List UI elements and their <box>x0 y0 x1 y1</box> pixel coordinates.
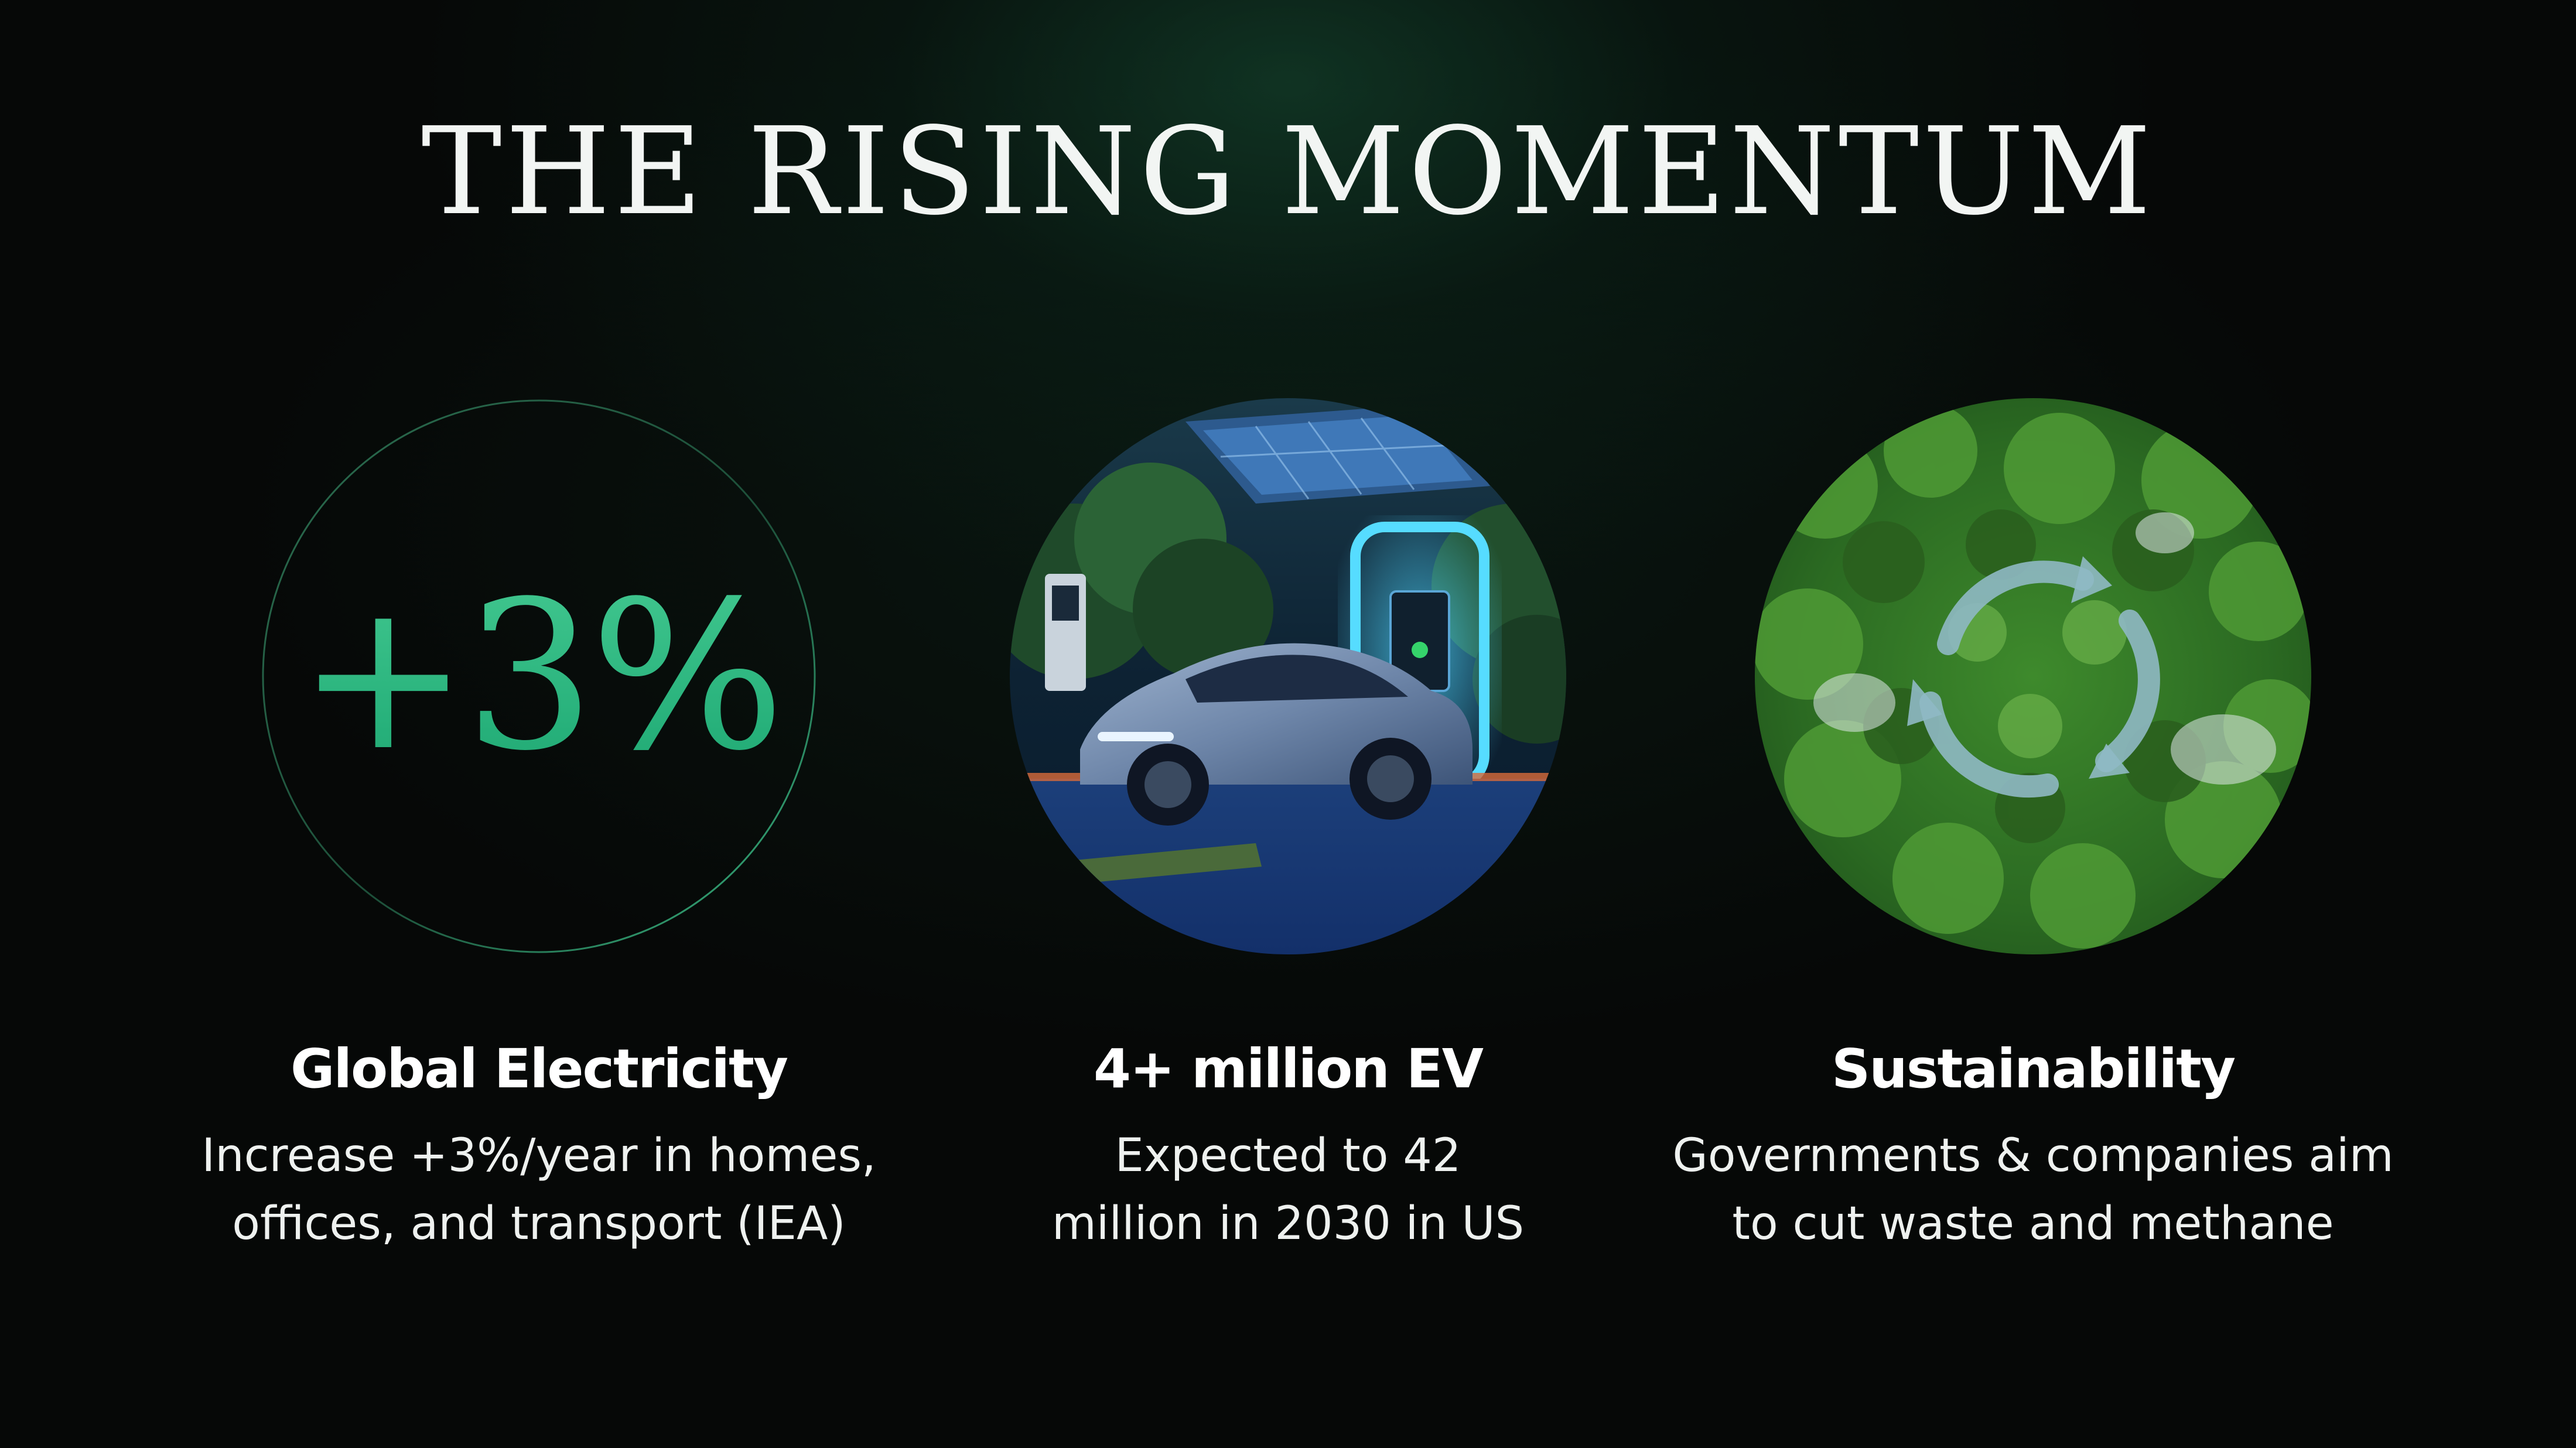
forest-aerial-recycle-photo <box>1755 398 2311 954</box>
card-description: Expected to 42 million in 2030 in US <box>919 1122 1657 1258</box>
card-description: Governments & companies aim to cut waste… <box>1664 1122 2402 1258</box>
card-sustainability: Sustainability Governments & companies a… <box>1664 398 2402 1258</box>
card-ev: 4+ million EV Expected to 42 million in … <box>919 398 1657 1258</box>
ev-photo-circle <box>1010 398 1566 954</box>
description-line: Increase +3%/year in homes, <box>201 1129 876 1183</box>
stat-value: +3% <box>261 398 817 954</box>
stat-circle: +3% <box>261 398 817 954</box>
description-line: Governments & companies aim <box>1672 1129 2394 1183</box>
circle-outline-icon <box>262 399 816 953</box>
description-line: Expected to 42 <box>1115 1129 1461 1183</box>
card-global-electricity: +3% Global Electricity Increase +3%/year… <box>170 398 908 1258</box>
card-title: Sustainability <box>1831 1038 2236 1100</box>
description-line: offices, and transport (IEA) <box>232 1197 846 1251</box>
slide-title: THE RISING MOMENTUM <box>421 101 2155 242</box>
ev-charging-station-photo <box>1010 398 1566 954</box>
card-description: Increase +3%/year in homes, offices, and… <box>170 1122 908 1258</box>
description-line: to cut waste and methane <box>1732 1197 2334 1251</box>
forest-photo-circle <box>1755 398 2311 954</box>
description-line: million in 2030 in US <box>1051 1197 1525 1251</box>
card-title: Global Electricity <box>291 1038 788 1100</box>
card-title: 4+ million EV <box>1094 1038 1484 1100</box>
